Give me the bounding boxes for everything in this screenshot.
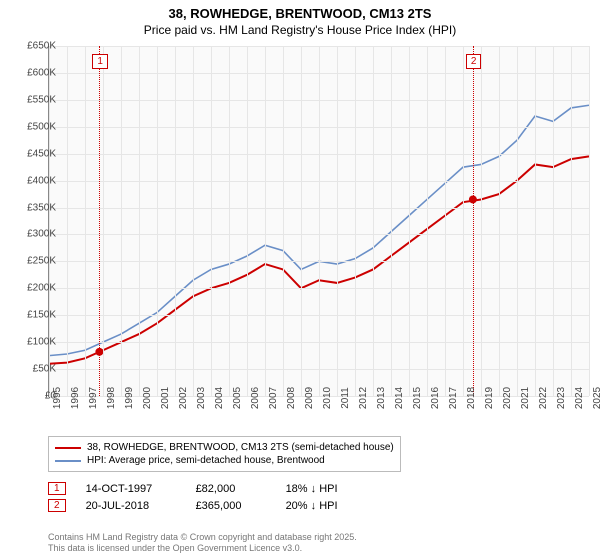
x-tick-label: 1998 [106, 387, 117, 409]
x-tick-label: 2010 [322, 387, 333, 409]
chart-plot-area: 12 [48, 46, 589, 397]
x-tick-label: 2001 [160, 387, 171, 409]
x-tick-label: 2011 [340, 387, 351, 409]
legend-swatch [55, 460, 81, 462]
y-tick-label: £550K [27, 94, 56, 105]
y-tick-label: £600K [27, 67, 56, 78]
x-tick-label: 2016 [430, 387, 441, 409]
y-tick-label: £150K [27, 310, 56, 321]
x-tick-label: 1999 [124, 387, 135, 409]
y-tick-label: £300K [27, 229, 56, 240]
x-tick-label: 1997 [88, 387, 99, 409]
footer-line1: Contains HM Land Registry data © Crown c… [48, 532, 357, 543]
datapoint-date: 14-OCT-1997 [86, 483, 176, 495]
marker-line-2 [473, 46, 474, 396]
x-tick-label: 2019 [484, 387, 495, 409]
x-tick-label: 1996 [70, 387, 81, 409]
legend-swatch [55, 447, 81, 449]
x-tick-label: 2023 [556, 387, 567, 409]
y-tick-label: £500K [27, 121, 56, 132]
y-tick-label: £350K [27, 202, 56, 213]
x-tick-label: 2005 [232, 387, 243, 409]
datapoint-id: 1 [48, 482, 66, 495]
x-tick-label: 2025 [592, 387, 600, 409]
x-tick-label: 2012 [358, 387, 369, 409]
x-tick-label: 2006 [250, 387, 261, 409]
legend-item: 38, ROWHEDGE, BRENTWOOD, CM13 2TS (semi-… [55, 441, 394, 454]
chart-title-line2: Price paid vs. HM Land Registry's House … [0, 23, 600, 41]
marker-line-1 [99, 46, 100, 396]
datapoint-diff: 20% ↓ HPI [286, 500, 376, 512]
footer: Contains HM Land Registry data © Crown c… [48, 532, 357, 554]
x-tick-label: 2013 [376, 387, 387, 409]
datapoint-row: 2 20-JUL-2018 £365,000 20% ↓ HPI [48, 497, 376, 514]
y-tick-label: £200K [27, 283, 56, 294]
datapoint-price: £365,000 [196, 500, 266, 512]
legend-label: 38, ROWHEDGE, BRENTWOOD, CM13 2TS (semi-… [87, 442, 394, 453]
x-tick-label: 2018 [466, 387, 477, 409]
x-tick-label: 2000 [142, 387, 153, 409]
legend-label: HPI: Average price, semi-detached house,… [87, 455, 325, 466]
y-tick-label: £450K [27, 148, 56, 159]
x-tick-label: 2015 [412, 387, 423, 409]
legend: 38, ROWHEDGE, BRENTWOOD, CM13 2TS (semi-… [48, 436, 401, 472]
x-tick-label: 2004 [214, 387, 225, 409]
legend-item: HPI: Average price, semi-detached house,… [55, 454, 394, 467]
x-tick-label: 2008 [286, 387, 297, 409]
marker-label-2: 2 [466, 54, 482, 69]
x-tick-label: 2003 [196, 387, 207, 409]
x-tick-label: 2007 [268, 387, 279, 409]
datapoint-price: £82,000 [196, 483, 266, 495]
x-tick-label: 2021 [520, 387, 531, 409]
y-tick-label: £250K [27, 256, 56, 267]
datapoint-diff: 18% ↓ HPI [286, 483, 376, 495]
datapoint-row: 1 14-OCT-1997 £82,000 18% ↓ HPI [48, 480, 376, 497]
x-tick-label: 2014 [394, 387, 405, 409]
datapoints-table: 1 14-OCT-1997 £82,000 18% ↓ HPI 2 20-JUL-2018… [48, 480, 376, 514]
x-tick-label: 2022 [538, 387, 549, 409]
x-tick-label: 2020 [502, 387, 513, 409]
x-tick-label: 2017 [448, 387, 459, 409]
marker-label-1: 1 [92, 54, 108, 69]
footer-line2: This data is licensed under the Open Gov… [48, 543, 357, 554]
datapoint-id: 2 [48, 499, 66, 512]
y-tick-label: £50K [33, 364, 56, 375]
datapoint-date: 20-JUL-2018 [86, 500, 176, 512]
x-tick-label: 2024 [574, 387, 585, 409]
y-tick-label: £400K [27, 175, 56, 186]
y-tick-label: £100K [27, 337, 56, 348]
y-tick-label: £650K [27, 41, 56, 52]
x-tick-label: 2002 [178, 387, 189, 409]
x-tick-label: 1995 [52, 387, 63, 409]
chart-title-line1: 38, ROWHEDGE, BRENTWOOD, CM13 2TS [0, 0, 600, 23]
x-tick-label: 2009 [304, 387, 315, 409]
